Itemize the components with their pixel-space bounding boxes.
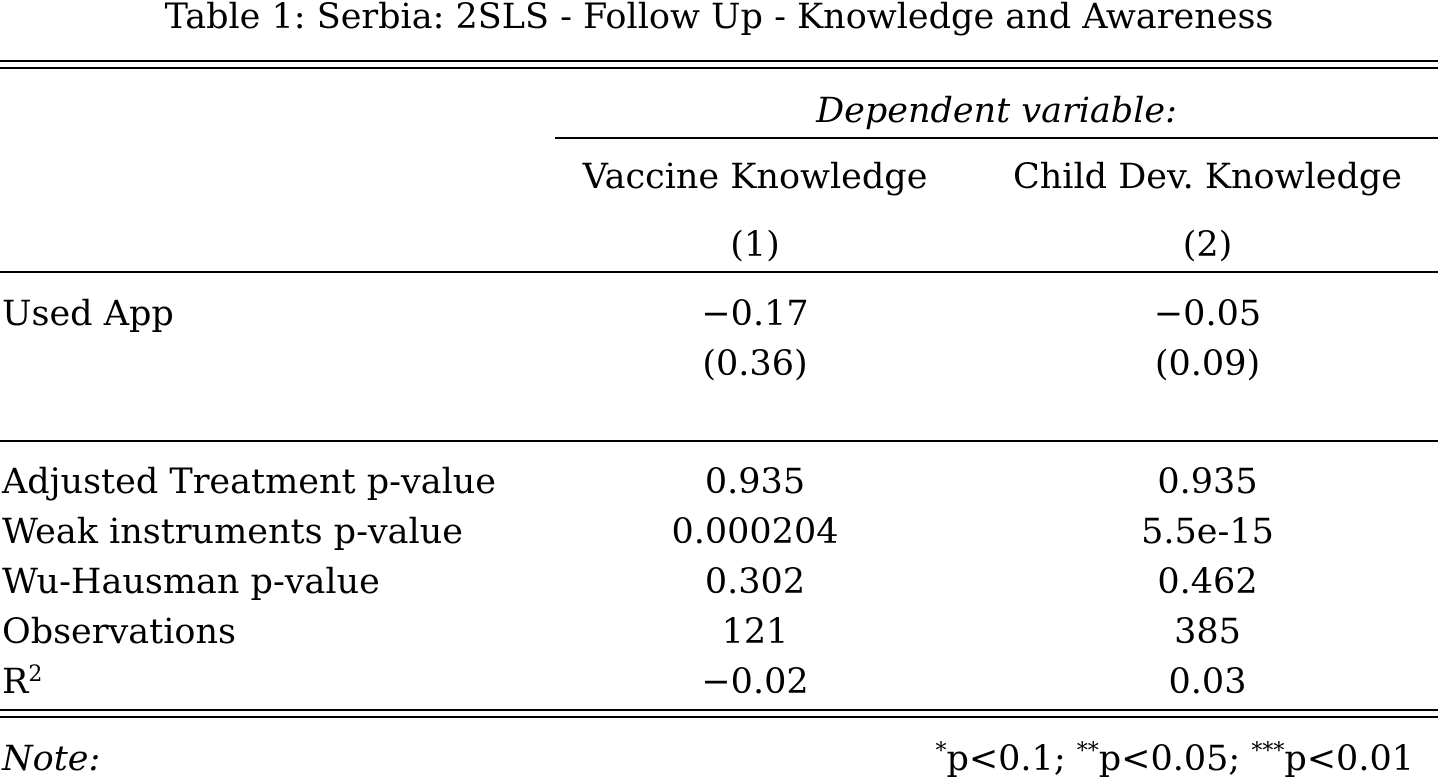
stars-3: ***	[1251, 739, 1285, 764]
stat-value: 0.302	[704, 562, 806, 602]
row-label-wu-hausman-p: Wu-Hausman p-value	[2, 562, 380, 602]
r-squared-base: R	[2, 662, 29, 702]
bottom-rule	[0, 709, 1438, 711]
stat-value: −0.02	[701, 662, 809, 702]
row-label-r-squared: R2	[2, 662, 43, 702]
column-name-2: Child Dev. Knowledge	[1012, 157, 1403, 197]
stats-rule	[0, 440, 1438, 442]
column-number-2: (2)	[1182, 225, 1233, 265]
coef-value-2: −0.05	[1153, 294, 1262, 334]
dependent-variable-rule	[555, 137, 1438, 139]
std-error-1: (0.36)	[702, 344, 808, 384]
table-caption: Table 1: Serbia: 2SLS - Follow Up - Know…	[164, 0, 1274, 37]
stat-value: 0.935	[1157, 462, 1258, 502]
significance-note: *p<0.1; **p<0.05; ***p<0.01	[935, 739, 1414, 779]
stars-1: *	[935, 739, 947, 764]
top-rule	[0, 60, 1438, 62]
stat-value: 121	[721, 612, 789, 652]
coef-value-1: −0.17	[701, 294, 809, 334]
column-number-1: (1)	[730, 225, 780, 265]
note-label: Note:	[2, 739, 101, 779]
row-label-adjusted-treatment-p: Adjusted Treatment p-value	[2, 462, 497, 502]
row-label-weak-instruments-p: Weak instruments p-value	[2, 512, 463, 552]
bottom-rule-second	[0, 716, 1438, 718]
row-label-used-app: Used App	[2, 294, 174, 334]
header-rule	[0, 271, 1438, 273]
note-text-2: p<0.05;	[1098, 739, 1252, 779]
column-name-1: Vaccine Knowledge	[582, 157, 928, 197]
stat-value: 0.03	[1168, 662, 1247, 702]
r-squared-exponent: 2	[28, 662, 43, 687]
row-label-observations: Observations	[2, 612, 236, 652]
stat-value: 0.935	[704, 462, 806, 502]
dependent-variable-label: Dependent variable:	[816, 91, 1177, 131]
note-text-3: p<0.01	[1284, 739, 1414, 779]
std-error-2: (0.09)	[1154, 344, 1261, 384]
stars-2: **	[1076, 739, 1099, 764]
stat-value: 0.462	[1157, 562, 1258, 602]
note-text-1: p<0.1;	[946, 739, 1077, 779]
stat-value: 5.5e-15	[1141, 512, 1274, 552]
stat-value: 0.000204	[671, 512, 839, 552]
stat-value: 385	[1174, 612, 1241, 652]
top-rule-second	[0, 67, 1438, 69]
